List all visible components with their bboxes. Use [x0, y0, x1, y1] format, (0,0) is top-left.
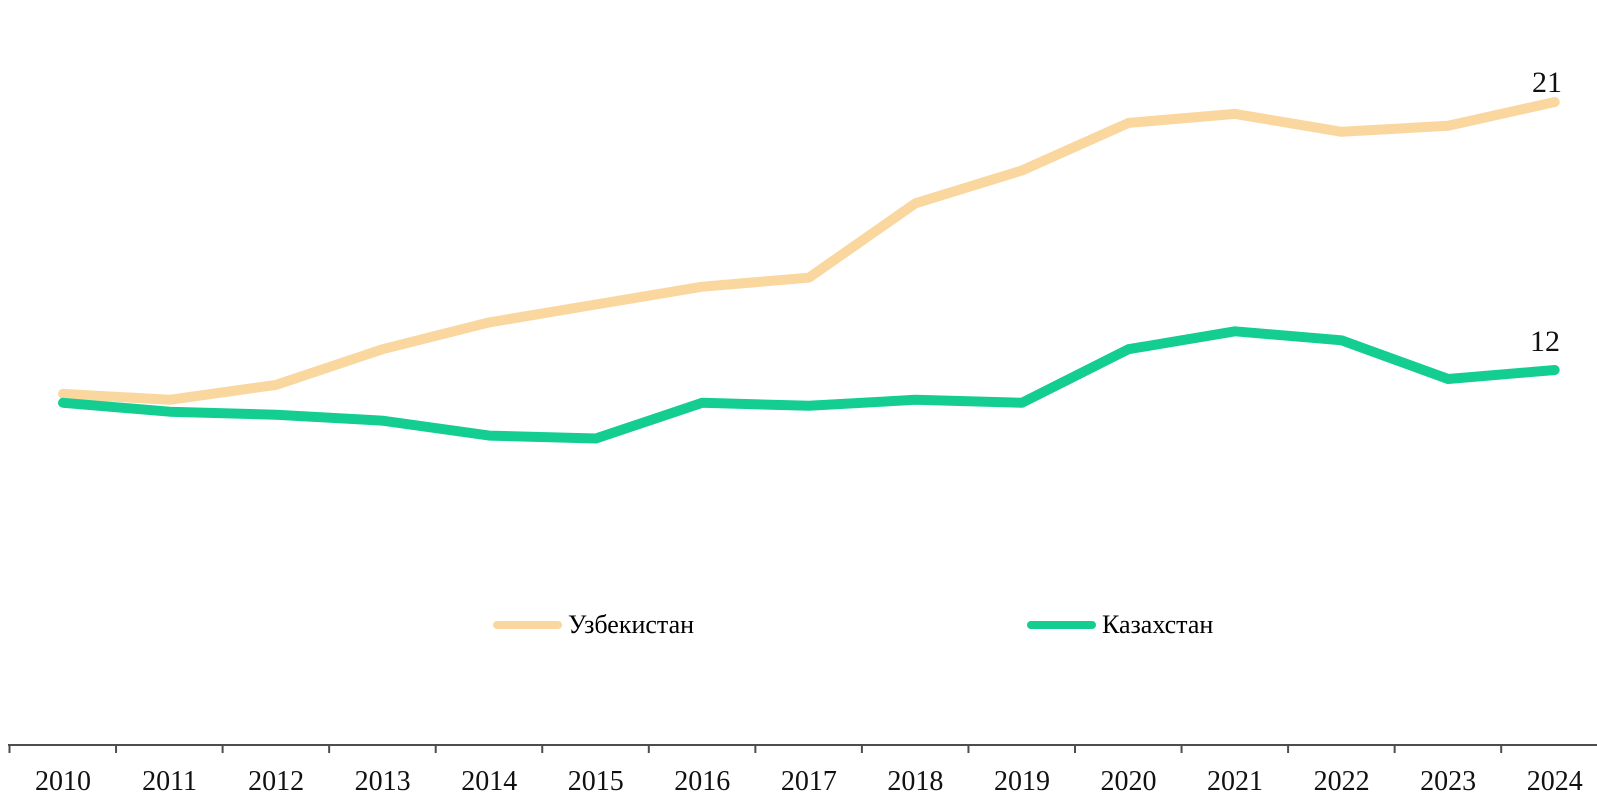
uzbekistan-legend-label: Узбекистан: [568, 610, 695, 639]
x-axis-labels: 2010 2011 2012 2013 2014 2015 2016 2017 2018 2019…: [35, 766, 1583, 796]
x-axis-label-2024: 2024: [1527, 766, 1583, 796]
kazakhstan-end-value: 12: [1530, 325, 1560, 358]
x-axis-label-2018: 2018: [887, 766, 943, 796]
x-axis-label-2012: 2012: [248, 766, 304, 796]
x-axis-label-2015: 2015: [568, 766, 624, 796]
x-axis-label-2021: 2021: [1207, 766, 1263, 796]
kazakhstan-series: [58, 326, 1560, 444]
uzbekistan-end-value: 21: [1532, 66, 1562, 99]
uzbekistan-line-path: [58, 97, 1560, 405]
x-axis-label-2014: 2014: [461, 766, 517, 796]
x-axis-label-2016: 2016: [674, 766, 730, 796]
legend-item-uzbekistan[interactable]: Узбекистан: [493, 609, 694, 641]
kazakhstan-legend-swatch: [1027, 621, 1096, 629]
x-axis-label-2020: 2020: [1101, 766, 1157, 796]
uzbekistan-legend-swatch: [493, 621, 562, 629]
kazakhstan-legend-label: Казахстан: [1102, 610, 1214, 639]
legend-item-kazakhstan[interactable]: Казахстан: [1027, 609, 1213, 641]
kazakhstan-line-path: [58, 326, 1560, 444]
x-axis-ticks: [8, 745, 1503, 753]
x-axis-label-2019: 2019: [994, 766, 1050, 796]
x-axis-label-2010: 2010: [35, 766, 91, 796]
x-axis-label-2017: 2017: [781, 766, 837, 796]
x-axis-label-2011: 2011: [142, 766, 197, 796]
x-axis-label-2023: 2023: [1420, 766, 1476, 796]
x-axis-label-2022: 2022: [1314, 766, 1370, 796]
x-axis-label-2013: 2013: [355, 766, 411, 796]
uzbekistan-series: [58, 97, 1560, 405]
